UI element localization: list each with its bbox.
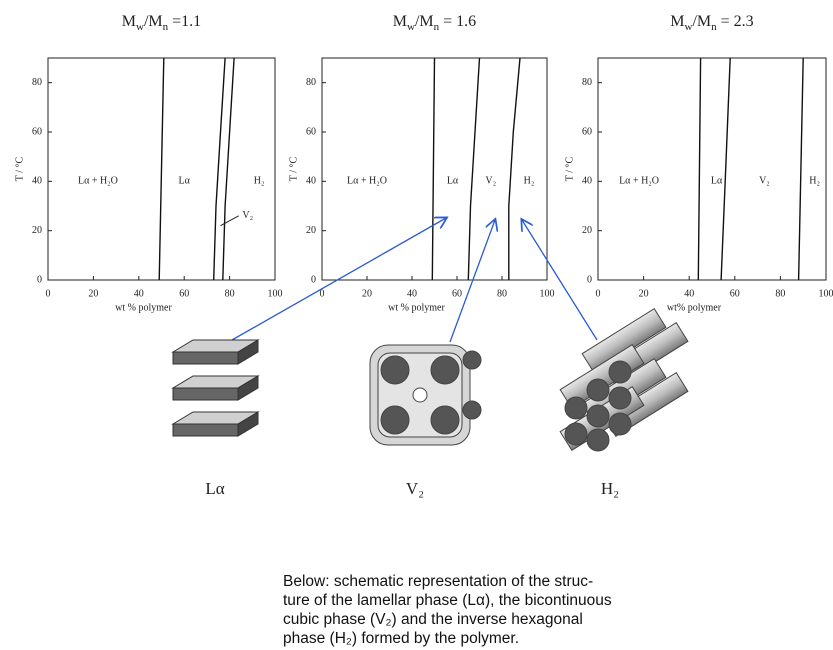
title-part: =1.1 bbox=[168, 13, 201, 30]
chart-title: Mw/Mn = 1.6 bbox=[393, 13, 476, 33]
title-part: w bbox=[136, 21, 144, 33]
phase-label: V₂ bbox=[759, 176, 770, 187]
schematic-label: V₂ bbox=[406, 479, 424, 498]
x-tick-label: 60 bbox=[730, 288, 740, 299]
phase-boundary bbox=[432, 58, 434, 280]
y-tick-label: 80 bbox=[306, 77, 316, 88]
phase-boundary bbox=[223, 58, 234, 280]
phase-diagrams: Mw/Mn =1.1 0 20 40 60 80 100 0 20 40 60 80 wt % poly… bbox=[14, 13, 833, 314]
phase-label: H₂ bbox=[524, 176, 535, 187]
phase-label: Lα + H₂O bbox=[347, 176, 387, 187]
y-axis-label: T / °C bbox=[14, 156, 25, 181]
y-tick-label: 80 bbox=[582, 77, 592, 88]
y-tick-label: 20 bbox=[306, 225, 316, 236]
title-part: M bbox=[393, 13, 407, 30]
title-part: M bbox=[122, 13, 136, 30]
schematic-label: H₂ bbox=[601, 479, 619, 498]
caption-line: ture of the lamellar phase (Lα), the bic… bbox=[283, 592, 612, 609]
title-part: = 1.6 bbox=[439, 13, 476, 30]
phase-label: H₂ bbox=[254, 176, 265, 187]
x-tick-label: 20 bbox=[639, 288, 649, 299]
y-tick-label: 60 bbox=[306, 126, 316, 137]
x-tick-label: 0 bbox=[596, 288, 601, 299]
x-tick-label: 60 bbox=[452, 288, 462, 299]
title-part: /M bbox=[692, 13, 711, 30]
phase-boundary bbox=[509, 58, 520, 280]
phase-label: H₂ bbox=[809, 176, 820, 187]
x-axis-label: wt % polymer bbox=[388, 302, 445, 313]
title-part: /M bbox=[144, 13, 163, 30]
title-part: /M bbox=[415, 13, 434, 30]
caption-line: phase (H₂) formed by the polymer. bbox=[283, 630, 519, 647]
y-tick-label: 0 bbox=[37, 274, 42, 285]
phase-label: V₂ bbox=[485, 176, 496, 187]
phase-label: Lα bbox=[711, 176, 723, 187]
label-pointer bbox=[221, 216, 239, 226]
x-tick-label: 80 bbox=[775, 288, 785, 299]
title-part: M bbox=[670, 13, 684, 30]
arrow bbox=[450, 220, 495, 342]
x-tick-label: 80 bbox=[497, 288, 507, 299]
x-tick-label: 20 bbox=[88, 288, 98, 299]
caption-line: Below: schematic representation of the s… bbox=[283, 573, 593, 590]
y-tick-label: 20 bbox=[582, 225, 592, 236]
y-tick-label: 0 bbox=[587, 274, 592, 285]
x-tick-label: 40 bbox=[134, 288, 144, 299]
plot-frame bbox=[598, 58, 826, 280]
schematic-label: Lα bbox=[205, 479, 224, 498]
x-axis-label: wt % polymer bbox=[115, 302, 172, 313]
phase-label: Lα + H₂O bbox=[619, 176, 659, 187]
x-tick-label: 100 bbox=[540, 288, 555, 299]
phase-boundary bbox=[159, 58, 164, 280]
chart-title: Mw/Mn =1.1 bbox=[122, 13, 201, 33]
y-tick-label: 60 bbox=[582, 126, 592, 137]
lamellar-schematic bbox=[173, 340, 258, 436]
y-tick-label: 60 bbox=[32, 126, 42, 137]
x-tick-label: 40 bbox=[684, 288, 694, 299]
x-tick-label: 100 bbox=[268, 288, 283, 299]
y-axis-label: T / °C bbox=[288, 156, 299, 181]
y-tick-label: 80 bbox=[32, 77, 42, 88]
title-part: w bbox=[685, 21, 693, 33]
chart-title: Mw/Mn = 2.3 bbox=[670, 13, 753, 33]
phase-boundary bbox=[799, 58, 804, 280]
figure: Mw/Mn =1.1 0 20 40 60 80 100 0 20 40 60 80 wt % poly… bbox=[0, 0, 833, 650]
x-tick-label: 20 bbox=[362, 288, 372, 299]
y-tick-label: 40 bbox=[306, 176, 316, 187]
x-axis-label: wt% polymer bbox=[667, 302, 722, 313]
cubic-schematic bbox=[370, 345, 481, 445]
y-tick-label: 0 bbox=[311, 274, 316, 285]
title-part: w bbox=[407, 21, 415, 33]
phase-boundary bbox=[468, 58, 479, 280]
title-part: = 2.3 bbox=[717, 13, 754, 30]
hexagonal-schematic bbox=[560, 309, 688, 451]
caption-line: cubic phase (V₂) and the inverse hexagon… bbox=[283, 611, 583, 628]
x-tick-label: 100 bbox=[819, 288, 833, 299]
x-tick-label: 80 bbox=[225, 288, 235, 299]
x-tick-label: 40 bbox=[407, 288, 417, 299]
x-tick-label: 60 bbox=[179, 288, 189, 299]
phase-boundary bbox=[698, 58, 700, 280]
arrow bbox=[232, 218, 446, 340]
phase-label: V₂ bbox=[242, 210, 253, 221]
y-axis-label: T / °C bbox=[564, 156, 575, 181]
phase-label: Lα bbox=[179, 176, 191, 187]
phase-boundary bbox=[721, 58, 730, 280]
y-tick-label: 20 bbox=[32, 225, 42, 236]
x-tick-label: 0 bbox=[46, 288, 51, 299]
y-tick-label: 40 bbox=[32, 176, 42, 187]
phase-label: Lα + H₂O bbox=[78, 176, 118, 187]
y-tick-label: 40 bbox=[582, 176, 592, 187]
phase-label: Lα bbox=[447, 176, 459, 187]
